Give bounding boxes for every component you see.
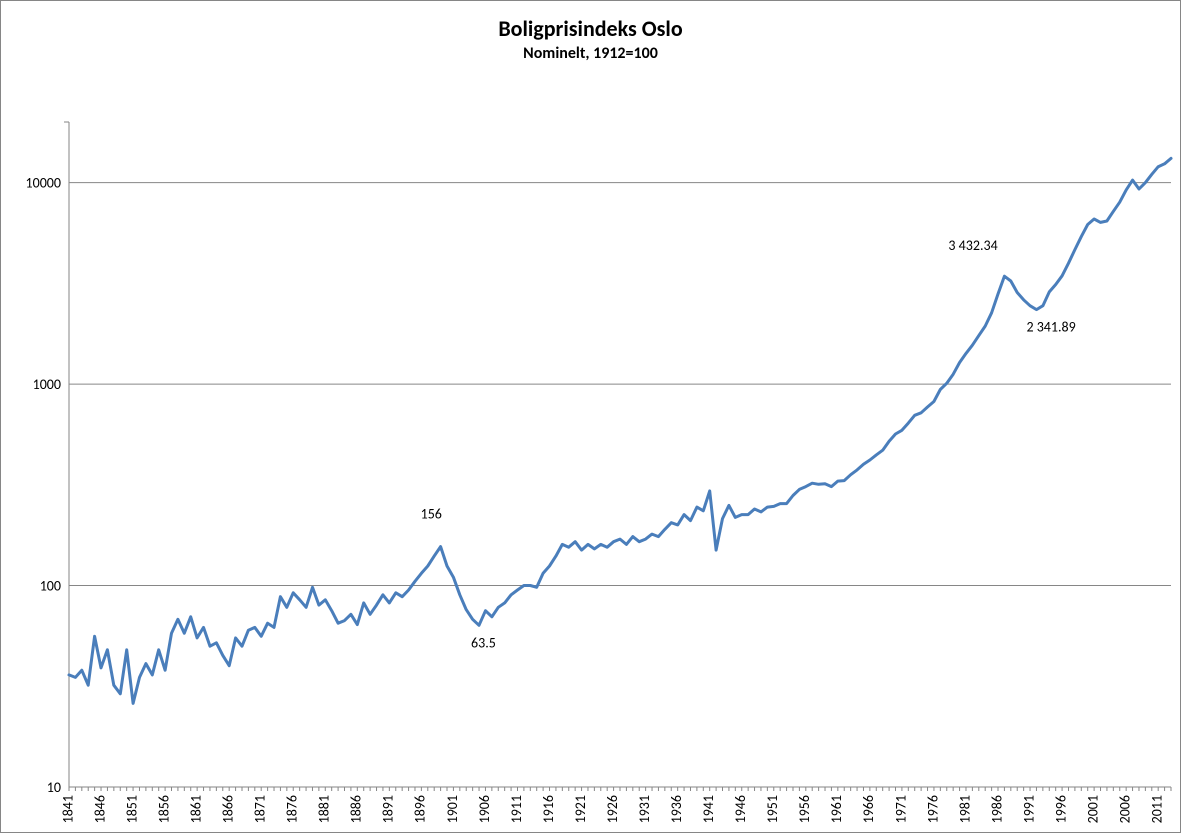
data-annotation: 2 341.89 — [1026, 319, 1075, 336]
x-tick-label: 1986 — [988, 795, 1005, 823]
x-tick-label: 2011 — [1149, 795, 1166, 823]
x-tick-label: 1876 — [284, 795, 301, 823]
x-tick-label: 1856 — [155, 795, 172, 823]
x-tick-label: 1926 — [604, 795, 621, 823]
x-tick-label: 1931 — [636, 795, 653, 823]
x-tick-label: 1971 — [892, 795, 909, 823]
y-tick-label: 10000 — [26, 175, 61, 192]
x-tick-label: 1946 — [732, 795, 749, 823]
x-tick-label: 1896 — [412, 795, 429, 823]
data-annotation: 63.5 — [471, 634, 496, 651]
x-tick-label: 1911 — [508, 795, 525, 823]
x-tick-label: 1891 — [380, 795, 397, 823]
x-tick-label: 1991 — [1020, 795, 1037, 823]
y-tick-label: 10 — [47, 779, 61, 796]
x-tick-label: 1981 — [956, 795, 973, 823]
x-tick-label: 1861 — [187, 795, 204, 823]
x-tick-label: 1976 — [924, 795, 941, 823]
y-tick-label: 100 — [40, 578, 61, 595]
x-tick-label: 1866 — [220, 795, 237, 823]
price-index-line — [69, 158, 1171, 703]
x-tick-label: 1901 — [444, 795, 461, 823]
y-tick-label: 1000 — [33, 376, 61, 393]
x-tick-label: 1846 — [91, 795, 108, 823]
x-tick-label: 1871 — [252, 795, 269, 823]
x-tick-label: 1956 — [796, 795, 813, 823]
x-tick-label: 1841 — [59, 795, 76, 823]
x-tick-label: 1996 — [1052, 795, 1069, 823]
x-tick-label: 1851 — [123, 795, 140, 823]
x-tick-label: 1916 — [540, 795, 557, 823]
x-tick-label: 1941 — [700, 795, 717, 823]
x-tick-label: 2006 — [1116, 795, 1133, 823]
x-tick-label: 1966 — [860, 795, 877, 823]
x-tick-label: 1881 — [316, 795, 333, 823]
data-annotation: 3 432.34 — [948, 237, 997, 254]
x-tick-label: 2001 — [1084, 795, 1101, 823]
x-tick-label: 1936 — [668, 795, 685, 823]
x-tick-label: 1951 — [764, 795, 781, 823]
data-annotation: 156 — [421, 506, 442, 523]
x-tick-label: 1921 — [572, 795, 589, 823]
x-tick-label: 1961 — [828, 795, 845, 823]
chart-frame: Boligprisindeks Oslo Nominelt, 1912=100 … — [0, 0, 1181, 833]
x-tick-label: 1886 — [348, 795, 365, 823]
x-tick-label: 1906 — [476, 795, 493, 823]
chart-svg: 10 100 1000 10000 1841 1846 1851 1856 1861 1866 18… — [1, 1, 1181, 834]
